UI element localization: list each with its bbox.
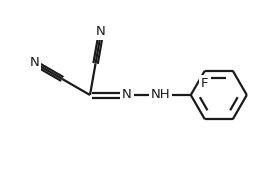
Text: N: N [122, 88, 132, 101]
Text: NH: NH [151, 88, 170, 101]
Text: N: N [96, 25, 106, 38]
Text: N: N [30, 56, 39, 69]
Text: F: F [201, 77, 209, 90]
